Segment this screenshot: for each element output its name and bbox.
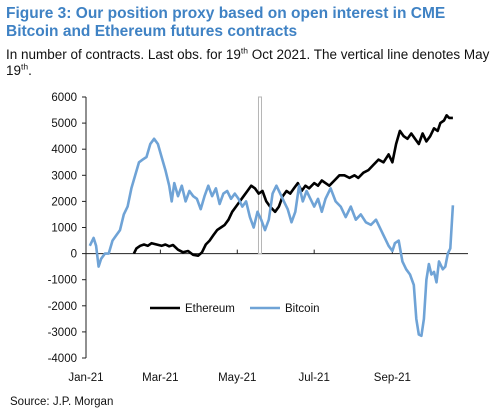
subtitle-superscript-1: th <box>240 45 248 56</box>
y-tick-label: 4000 <box>51 144 77 156</box>
y-tick-label: -4000 <box>48 353 77 365</box>
y-tick-label: 1000 <box>51 223 77 235</box>
y-tick-label: 3000 <box>51 170 77 182</box>
vertical-reference-line <box>257 96 262 255</box>
y-tick-label: -1000 <box>48 275 77 287</box>
legend-label-bitcoin: Bitcoin <box>285 303 320 315</box>
x-tick-label: Jul-21 <box>299 372 330 384</box>
series-line-ethereum <box>132 114 453 257</box>
x-axis: Jan-21 Mar-21 May-21 Jul-21 Sep-21 <box>68 249 468 384</box>
legend-label-ethereum: Ethereum <box>185 303 235 315</box>
y-tick-label: 6000 <box>51 92 77 104</box>
x-tick-label: Jan-21 <box>68 372 103 384</box>
series-layer <box>88 114 455 338</box>
vertical-line-layer <box>257 96 262 255</box>
y-tick-label: -2000 <box>48 301 77 313</box>
y-tick-label: 5000 <box>51 118 77 130</box>
x-tick-label: May-21 <box>218 372 256 384</box>
x-tick-label: Mar-21 <box>142 372 178 384</box>
y-tick-label: 0 <box>71 249 77 261</box>
figure-title: Figure 3: Our position proxy based on op… <box>6 5 446 40</box>
y-axis: -4000 -3000 -2000 -1000 0 1000 2000 3000 4000 500… <box>48 92 87 365</box>
series-line-bitcoin <box>88 137 455 338</box>
source-note: Source: J.P. Morgan <box>10 396 114 408</box>
subtitle-text-1: In number of contracts. Last obs. for 19 <box>6 47 241 62</box>
subtitle-text-2: Oct 2021. The vertical line denotes May … <box>6 47 490 78</box>
subtitle-superscript-2: th <box>21 61 29 72</box>
subtitle-text-3: . <box>28 63 32 78</box>
y-tick-label: -3000 <box>48 327 77 339</box>
figure-subtitle: In number of contracts. Last obs. for 19… <box>6 45 494 79</box>
y-tick-label: 2000 <box>51 196 77 208</box>
x-tick-label: Sep-21 <box>374 372 411 384</box>
legend: Ethereum Bitcoin <box>150 303 320 315</box>
